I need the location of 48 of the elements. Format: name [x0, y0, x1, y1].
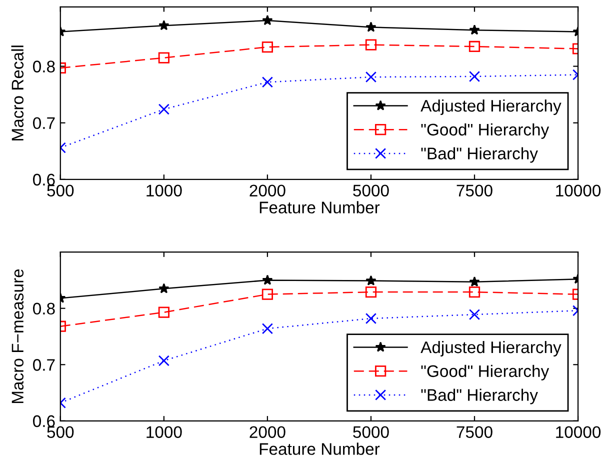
point	[158, 283, 170, 294]
y-tick-label: 0.8	[33, 60, 55, 72]
x-tick-label: 7500	[456, 184, 492, 197]
point	[468, 286, 480, 298]
legend-label: Adjusted Hierarchy	[420, 340, 562, 356]
point	[366, 22, 376, 32]
x-tick-label: 1000	[146, 184, 182, 197]
legend-label: "Good" Hierarchy	[421, 364, 550, 380]
y-tick-label: 0.7	[33, 359, 55, 371]
legend-label: Adjusted Hierarchy	[420, 99, 562, 115]
point	[365, 286, 377, 298]
x-tick-label: 500	[47, 184, 74, 197]
point	[262, 323, 274, 334]
x-tick-label: 500	[47, 426, 74, 438]
point	[262, 14, 273, 26]
point	[469, 276, 480, 287]
x-tick-label: 1000	[146, 426, 182, 438]
x-axis-title: Feature Number	[260, 442, 380, 455]
x-tick-label: 5000	[353, 184, 389, 197]
y-axis-title: Macro F−measure	[12, 269, 24, 403]
x-tick-label: 10000	[556, 184, 601, 197]
y-axis-title: Macro Recall	[11, 46, 24, 140]
x-tick-label: 2000	[250, 184, 286, 197]
y-tick-label: 0.7	[33, 117, 55, 130]
y-tick-label: 0.6	[33, 415, 55, 428]
x-tick-label: 7500	[456, 426, 492, 438]
point	[158, 20, 170, 30]
point	[468, 70, 480, 82]
x-tick-label: 10000	[556, 426, 601, 438]
x-tick-label: 2000	[250, 426, 286, 438]
y-tick-label: 0.6	[33, 174, 55, 186]
point	[262, 76, 274, 88]
x-axis-title: Feature Number	[260, 201, 380, 214]
point	[468, 40, 480, 52]
point	[262, 274, 273, 285]
point	[366, 275, 376, 286]
legend-label: "Good" Hierarchy	[421, 123, 550, 139]
point	[365, 39, 377, 50]
point	[262, 42, 274, 53]
point	[365, 71, 377, 83]
legend-label: "Bad" Hierarchy	[421, 388, 538, 404]
point	[262, 288, 274, 300]
point	[365, 312, 377, 324]
point	[469, 24, 480, 35]
x-tick-label: 5000	[353, 426, 389, 438]
legend-label: "Bad" Hierarchy	[421, 147, 538, 163]
y-tick-label: 0.8	[33, 302, 55, 315]
point	[468, 308, 480, 320]
